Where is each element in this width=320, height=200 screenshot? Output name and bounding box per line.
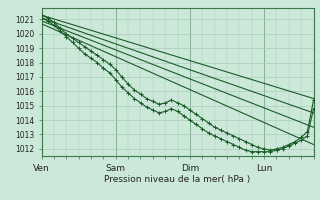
X-axis label: Pression niveau de la mer( hPa ): Pression niveau de la mer( hPa ) (104, 175, 251, 184)
